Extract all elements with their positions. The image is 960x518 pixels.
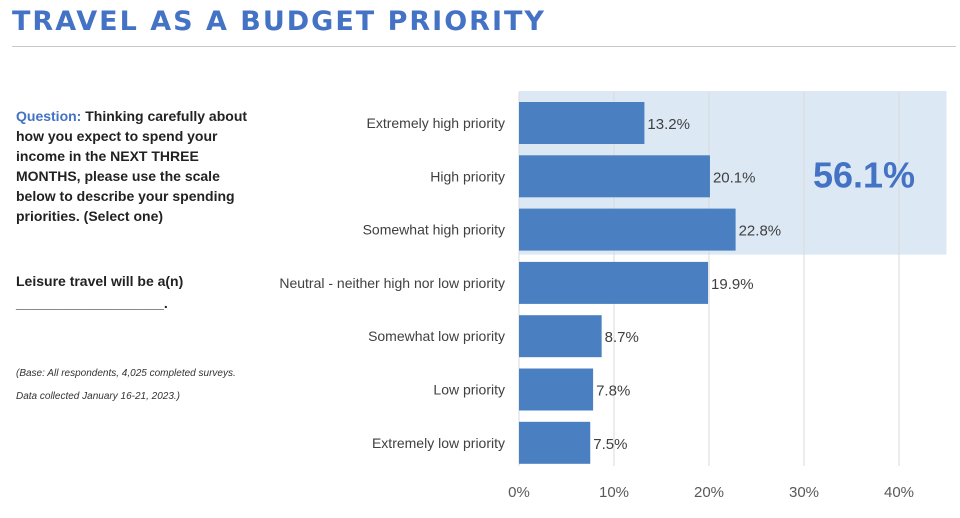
data-label: 8.7%	[605, 329, 639, 346]
question-text: Thinking carefully about how you expect …	[16, 108, 248, 224]
bar	[519, 368, 594, 411]
category-label: Somewhat high priority	[363, 222, 505, 238]
leisure-line: Leisure travel will be a(n)	[16, 273, 184, 289]
data-label: 20.1%	[713, 169, 756, 186]
bar	[519, 155, 710, 198]
data-label: 22.8%	[739, 223, 782, 240]
leisure-blank: ___________________.	[16, 295, 168, 311]
category-label: Extremely high priority	[367, 115, 506, 131]
data-label: 7.5%	[593, 436, 627, 453]
leisure-statement: Leisure travel will be a(n) ____________…	[16, 270, 256, 314]
bar	[519, 261, 709, 304]
x-tick-label: 20%	[694, 484, 724, 501]
title-divider	[12, 46, 956, 47]
bar	[519, 315, 602, 358]
question-label: Question:	[16, 108, 82, 124]
bar	[519, 208, 736, 251]
x-tick-label: 0%	[508, 484, 530, 501]
data-label: 7.8%	[596, 383, 630, 400]
category-label: Low priority	[433, 382, 505, 398]
category-label: High priority	[430, 168, 505, 184]
x-tick-label: 40%	[884, 484, 914, 501]
category-label: Somewhat low priority	[368, 328, 505, 344]
bar	[519, 102, 645, 144]
page-title: TRAVEL AS A BUDGET PRIORITY	[12, 6, 546, 37]
category-label: Extremely low priority	[372, 435, 505, 451]
category-label: Neutral - neither high nor low priority	[279, 275, 505, 291]
base-note: (Base: All respondents, 4,025 completed …	[16, 362, 276, 408]
bar	[519, 421, 591, 464]
data-label: 13.2%	[647, 116, 690, 133]
question-block: Question: Thinking carefully about how y…	[16, 106, 248, 226]
data-label: 19.9%	[711, 276, 754, 293]
base-note-line-2: Data collected January 16-21, 2023.)	[16, 391, 180, 402]
x-tick-label: 30%	[789, 484, 819, 501]
base-note-line-1: (Base: All respondents, 4,025 completed …	[16, 368, 236, 379]
x-tick-label: 10%	[599, 484, 629, 501]
highlight-value: 56.1%	[813, 154, 915, 195]
